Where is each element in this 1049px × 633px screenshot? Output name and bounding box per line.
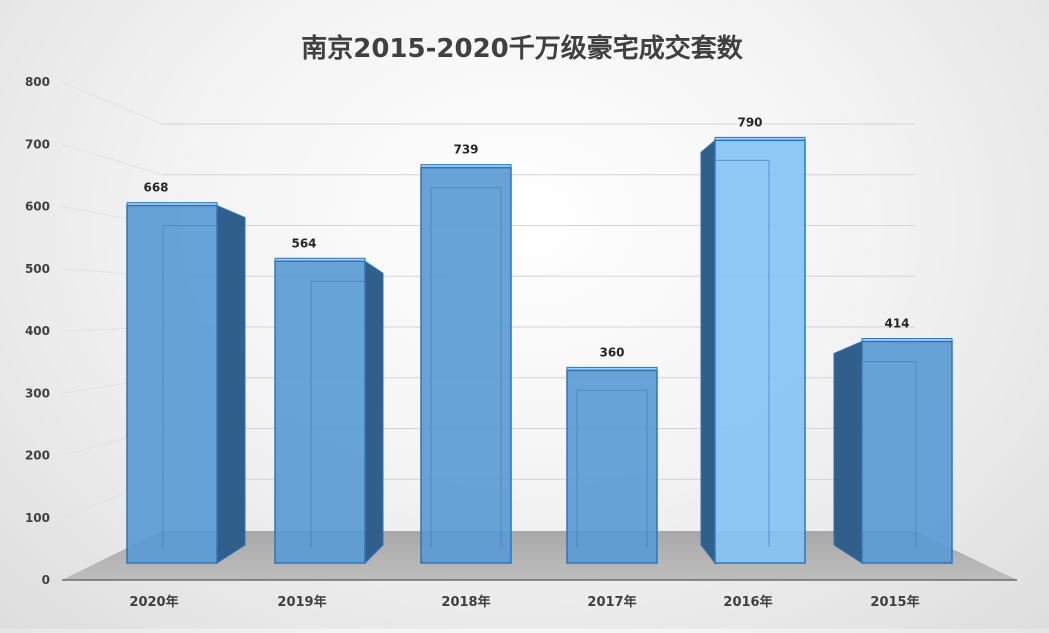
bar-inner-edge xyxy=(430,187,502,547)
bar-front xyxy=(274,260,366,564)
bar-inner-edge xyxy=(310,280,366,547)
gridline-side xyxy=(61,81,163,125)
bar-inner-edge xyxy=(714,159,770,547)
bar xyxy=(274,257,384,565)
bar-side xyxy=(216,204,246,564)
bar xyxy=(700,136,806,565)
gridline-side xyxy=(61,143,163,176)
bar-front xyxy=(861,340,953,564)
y-tick-label: 300 xyxy=(25,386,50,400)
data-label: 739 xyxy=(453,143,478,157)
data-label: 414 xyxy=(884,317,909,331)
bar xyxy=(126,202,246,564)
y-tick-label: 800 xyxy=(25,75,50,89)
x-tick-label: 2019年 xyxy=(277,594,326,610)
y-tick-label: 200 xyxy=(25,449,50,463)
bar-front xyxy=(420,166,512,564)
bar xyxy=(833,338,953,564)
bar xyxy=(420,164,512,564)
data-label: 790 xyxy=(737,115,762,129)
y-tick-label: 0 xyxy=(42,573,50,587)
x-tick-label: 2020年 xyxy=(129,594,178,610)
y-tick-label: 700 xyxy=(25,137,50,151)
y-tick-label: 500 xyxy=(25,262,50,276)
y-tick-label: 400 xyxy=(25,324,50,338)
bar-inner-edge xyxy=(162,225,218,547)
bar-front xyxy=(126,204,218,564)
bar-inner-edge xyxy=(576,389,648,547)
chart-title: 南京2015-2020千万级豪宅成交套数 xyxy=(301,33,744,64)
y-tick-label: 600 xyxy=(25,200,50,214)
bar xyxy=(566,366,658,564)
bar-side xyxy=(833,340,863,564)
data-label: 360 xyxy=(599,345,624,359)
bar-inner-edge xyxy=(861,361,917,547)
bar-front xyxy=(566,369,658,564)
data-label: 564 xyxy=(291,236,316,250)
data-label: 668 xyxy=(143,181,168,195)
bar-side xyxy=(700,139,716,565)
x-tick-label: 2016年 xyxy=(723,594,772,610)
y-tick-label: 100 xyxy=(25,511,50,525)
bar-side xyxy=(364,260,384,565)
x-tick-label: 2015年 xyxy=(870,594,919,610)
bar-front xyxy=(714,139,806,564)
x-tick-label: 2017年 xyxy=(587,594,636,610)
x-tick-label: 2018年 xyxy=(441,594,490,610)
